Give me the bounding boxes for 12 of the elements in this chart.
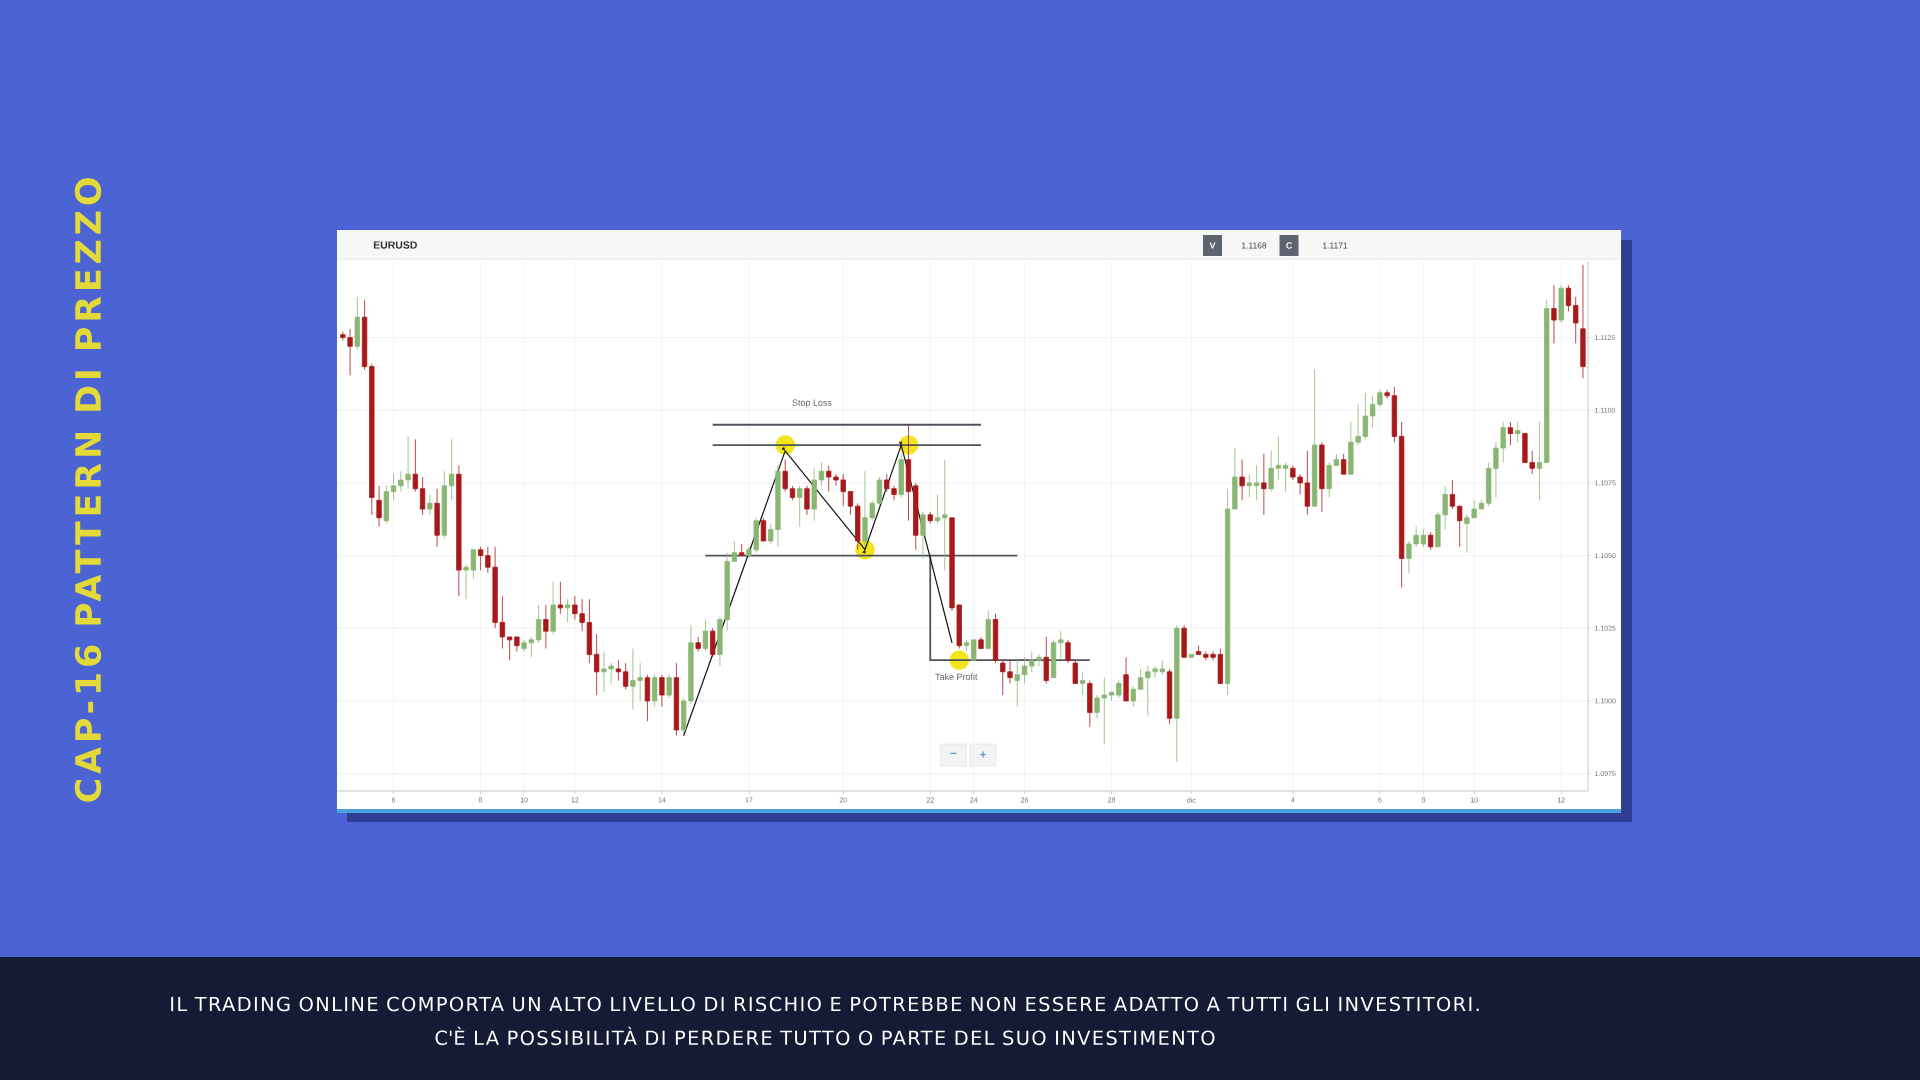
series-label: Stop Loss [792,399,832,408]
text: C [1286,242,1293,249]
annotation: − [950,752,957,754]
text: CAP-16 PATTERN DI PREZZO [74,178,102,802]
series-label: Take Profit [935,673,978,680]
annotation: + [980,751,987,758]
text: IL TRADING ONLINE COMPORTA UN ALTO LIVELLO DI RISCHIO E POTREBBE NON ESSERE ADATTO A TUTTI GLI INVESTITORI. [171,996,1479,1012]
text: 1.1168 [1242,242,1267,249]
text: V [1209,242,1216,249]
text: 1.1171 [1323,242,1348,249]
chart-subtitle: EURUSD [373,241,417,249]
text: C'È LA POSSIBILITÀ DI PERDERE TUTTO O PARTE DEL SUO INVESTIMENTO [435,1026,1215,1046]
